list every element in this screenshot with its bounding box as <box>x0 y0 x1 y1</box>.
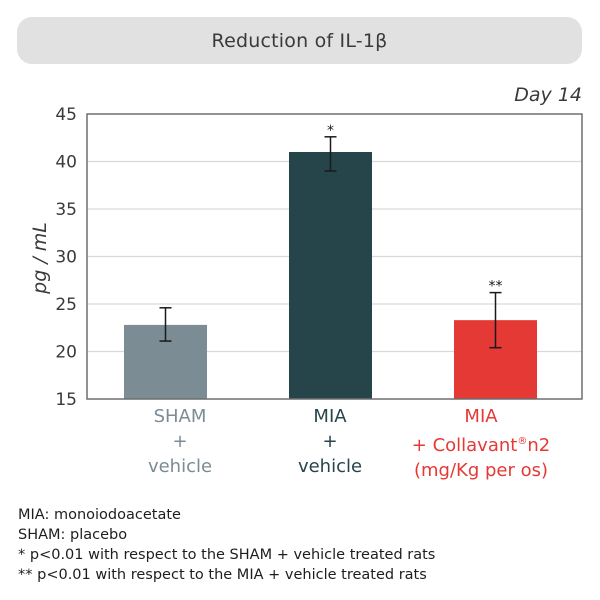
chart-title-banner: Reduction of IL-1β <box>17 17 582 64</box>
y-tick-label: 35 <box>55 200 77 220</box>
y-tick-labels: 15 20 25 30 35 40 45 <box>55 105 77 410</box>
category-label-line: MIA <box>313 406 347 427</box>
category-label-line: + Collavant®n2 <box>401 429 561 458</box>
category-label-collavant: MIA + Collavant®n2 (mg/Kg per os) <box>401 404 561 483</box>
error-bars <box>159 136 502 349</box>
category-label-line: + <box>172 431 188 452</box>
footnote: MIA: monoiodoacetate <box>18 507 181 523</box>
chart-subtitle-day: Day 14 <box>514 84 582 106</box>
category-label-text: n2 <box>527 435 551 456</box>
category-label-line: (mg/Kg per os) <box>413 460 549 481</box>
significance-markers: *** <box>327 123 503 295</box>
y-tick-label: 20 <box>55 343 77 363</box>
category-label-line: MIA <box>464 406 498 427</box>
chart-title: Reduction of IL-1β <box>211 29 388 52</box>
category-label-line: vehicle <box>297 456 363 477</box>
y-tick-label: 45 <box>55 105 77 125</box>
significance-marker: * <box>327 123 334 139</box>
y-axis-label: pg / mL <box>29 222 51 295</box>
footnote: ** p<0.01 with respect to the MIA + vehi… <box>18 567 427 583</box>
category-label-line: + <box>322 431 338 452</box>
y-tick-label: 15 <box>55 390 77 410</box>
footnote: * p<0.01 with respect to the SHAM + vehi… <box>18 547 436 563</box>
category-label-mia: MIA + vehicle <box>250 404 410 479</box>
y-tick-label: 25 <box>55 295 77 315</box>
category-label-line: SHAM <box>153 406 207 427</box>
plot-frame <box>86 113 583 400</box>
y-tick-label: 30 <box>55 248 77 268</box>
footnotes: MIA: monoiodoacetate SHAM: placebo * p<0… <box>18 505 435 585</box>
category-label-text: + Collavant <box>411 435 518 456</box>
bar <box>289 152 372 399</box>
y-tick-label: 40 <box>55 153 77 173</box>
category-label-line: vehicle <box>147 456 213 477</box>
bars <box>124 152 537 399</box>
category-label-sham: SHAM + vehicle <box>100 404 260 479</box>
significance-marker: ** <box>489 279 503 295</box>
registered-mark: ® <box>517 436 528 447</box>
footnote: SHAM: placebo <box>18 527 128 543</box>
